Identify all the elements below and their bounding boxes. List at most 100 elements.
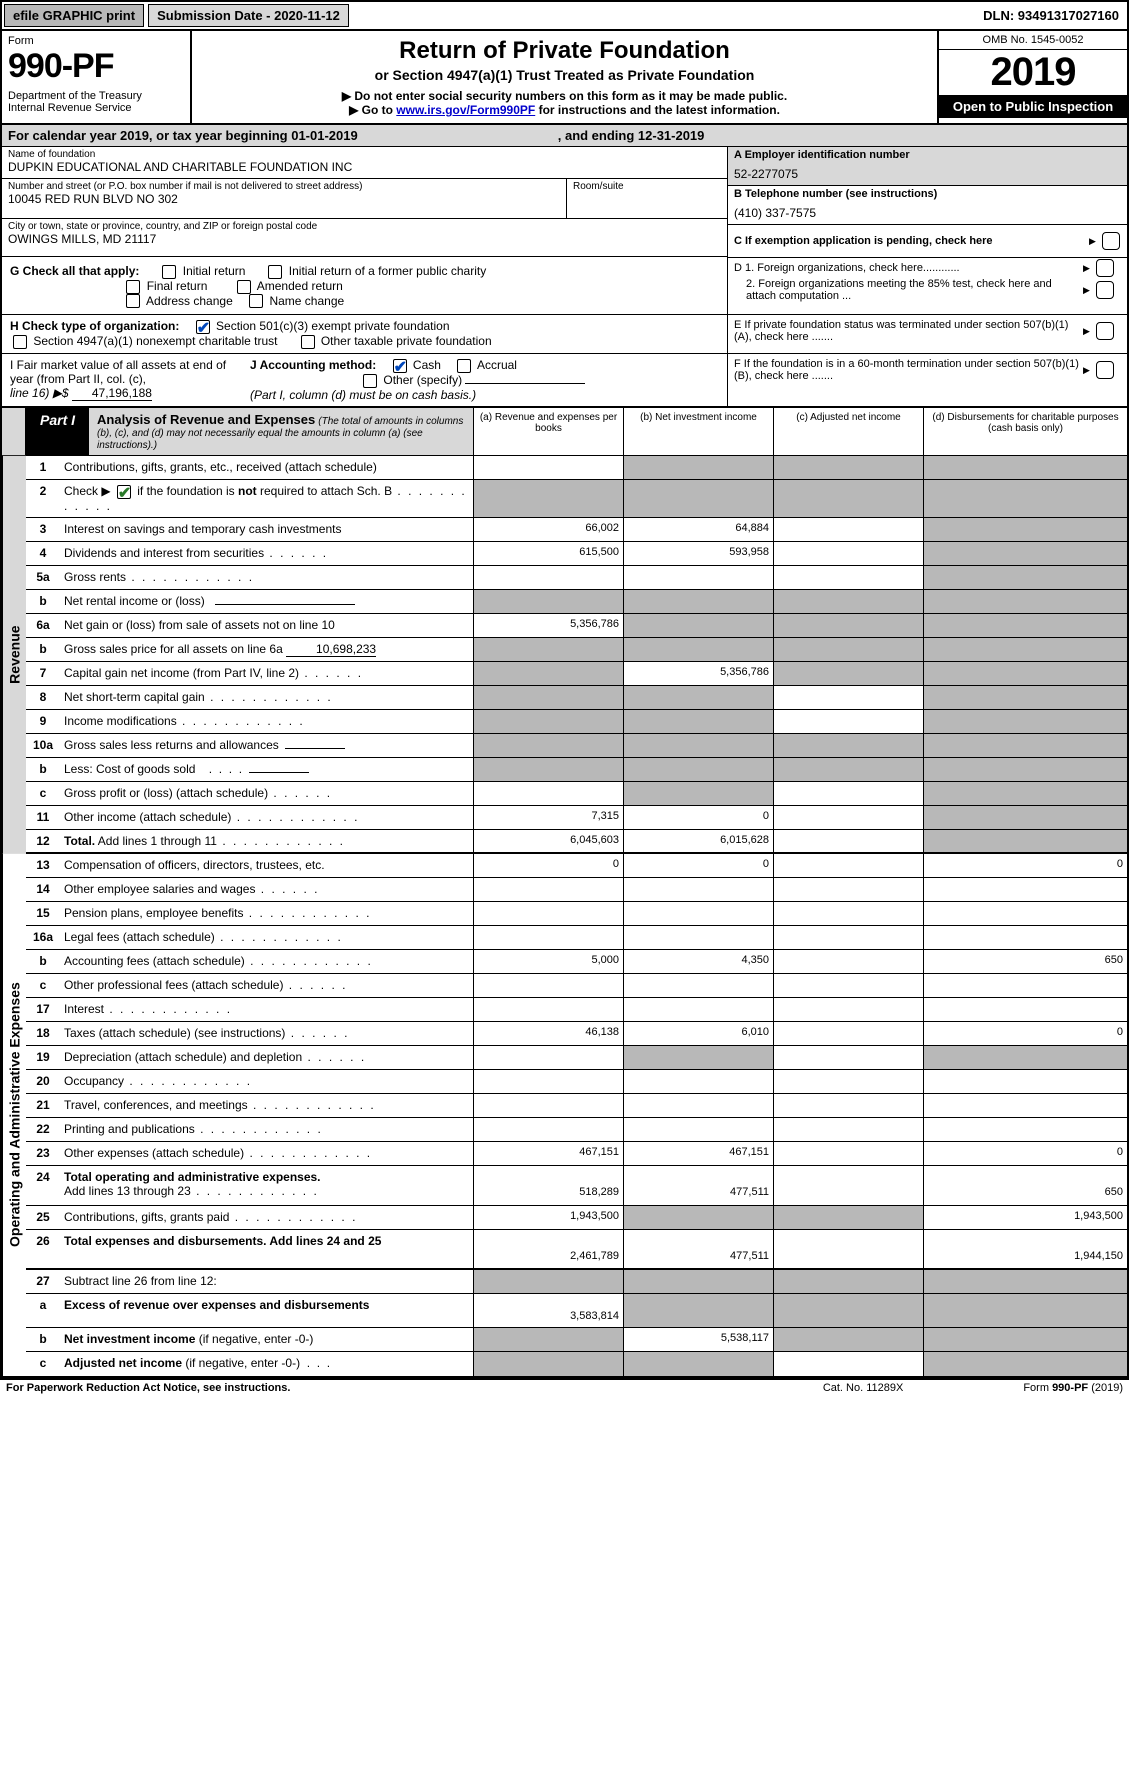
ln-27b-desc: Net investment income (if negative, ente… (60, 1328, 474, 1351)
ln-1-num: 1 (26, 456, 60, 479)
ln-6b-a (474, 638, 624, 661)
col-a-header: (a) Revenue and expenses per books (474, 408, 624, 455)
ln-10a-b (624, 734, 774, 757)
ln-5a-b (624, 566, 774, 589)
j-other-specify[interactable] (465, 383, 585, 384)
d2-checkbox[interactable] (1096, 281, 1114, 299)
g-initial-former-cb[interactable] (268, 265, 282, 279)
ln-10b-c (774, 758, 924, 781)
g-section: G Check all that apply: Initial return I… (2, 258, 727, 314)
h-501c3-cb[interactable] (196, 320, 210, 334)
j-section: J Accounting method: Cash Accrual Other … (240, 358, 719, 402)
ln-10b-num: b (26, 758, 60, 781)
ln-9-num: 9 (26, 710, 60, 733)
ln-24-bold: Total operating and administrative expen… (64, 1170, 321, 1184)
ln-13-desc: Compensation of officers, directors, tru… (60, 854, 474, 877)
header-left: Form 990-PF Department of the Treasury I… (2, 31, 192, 123)
h-4947-cb[interactable] (13, 335, 27, 349)
open-public: Open to Public Inspection (939, 95, 1127, 118)
ln-2-d (924, 480, 1127, 517)
g-initial-return-cb[interactable] (162, 265, 176, 279)
f-checkbox[interactable] (1096, 361, 1114, 379)
col-c-header: (c) Adjusted net income (774, 408, 924, 455)
ln-27-c (774, 1270, 924, 1293)
ln-27a-desc: Excess of revenue over expenses and disb… (60, 1294, 474, 1327)
ln-12-desc: Total. Add lines 1 through 11 (60, 830, 474, 852)
ln-25-b (624, 1206, 774, 1229)
h-other-taxable-cb[interactable] (301, 335, 315, 349)
f-label: F If the foundation is in a 60-month ter… (734, 358, 1079, 382)
ln-19-num: 19 (26, 1046, 60, 1069)
line-18: 18 Taxes (attach schedule) (see instruct… (26, 1022, 1127, 1046)
street-address: 10045 RED RUN BLVD NO 302 (8, 192, 560, 206)
ln-3-desc: Interest on savings and temporary cash i… (60, 518, 474, 541)
foundation-name: DUPKIN EDUCATIONAL AND CHARITABLE FOUNDA… (8, 160, 721, 174)
ln-13-b: 0 (624, 854, 774, 877)
ln-22-d (924, 1118, 1127, 1141)
ln-6a-b (624, 614, 774, 637)
ln-16a-c (774, 926, 924, 949)
ln-6b-c (774, 638, 924, 661)
line-2: 2 Check ▶ if the foundation is not requi… (26, 480, 1127, 518)
ln-17-d (924, 998, 1127, 1021)
ln-10c-a (474, 782, 624, 805)
ln-6b-val: 10,698,233 (286, 642, 376, 657)
ln-24-c (774, 1166, 924, 1205)
line-27b: b Net investment income (if negative, en… (26, 1328, 1127, 1352)
j-other-cb[interactable] (363, 374, 377, 388)
ln-6a-num: 6a (26, 614, 60, 637)
ln-16c-a (474, 974, 624, 997)
g-amended-cb[interactable] (237, 280, 251, 294)
irs-link[interactable]: www.irs.gov/Form990PF (396, 103, 535, 117)
ln-1-desc: Contributions, gifts, grants, etc., rece… (60, 456, 474, 479)
g-opt-4: Address change (146, 294, 233, 308)
note-goto: ▶ Go to www.irs.gov/Form990PF for instru… (202, 103, 927, 117)
ln-7-b: 5,356,786 (624, 662, 774, 685)
line-5a: 5a Gross rents (26, 566, 1127, 590)
form-footer: Form 990-PF (2019) (1023, 1382, 1123, 1394)
ln-5a-d (924, 566, 1127, 589)
ln-6a-d (924, 614, 1127, 637)
arrow-icon (1089, 235, 1096, 247)
ln-17-b (624, 998, 774, 1021)
ln-24-d: 650 (924, 1166, 1127, 1205)
i-label: I Fair market value of all assets at end… (10, 358, 226, 386)
ln-22-c (774, 1118, 924, 1141)
ln-18-d: 0 (924, 1022, 1127, 1045)
g-name-change-cb[interactable] (249, 294, 263, 308)
exemption-pending-cell: C If exemption application is pending, c… (728, 225, 1127, 258)
ln-21-desc: Travel, conferences, and meetings (60, 1094, 474, 1117)
ln-27a-d (924, 1294, 1127, 1327)
ln-27a-num: a (26, 1294, 60, 1327)
g-opt-2: Final return (147, 279, 208, 293)
ln-16b-c (774, 950, 924, 973)
ln-10c-desc: Gross profit or (loss) (attach schedule) (60, 782, 474, 805)
ln-17-num: 17 (26, 998, 60, 1021)
ln-27a-a: 3,583,814 (474, 1294, 624, 1327)
line-13: 13 Compensation of officers, directors, … (26, 854, 1127, 878)
arrow-icon (1083, 262, 1090, 274)
e-checkbox[interactable] (1096, 322, 1114, 340)
j-cash-cb[interactable] (393, 359, 407, 373)
g-address-change-cb[interactable] (126, 294, 140, 308)
ln-18-desc: Taxes (attach schedule) (see instruction… (60, 1022, 474, 1045)
ln-19-a (474, 1046, 624, 1069)
ln-24b-text: Add lines 13 through 23 (64, 1184, 319, 1198)
f-section: F If the foundation is in a 60-month ter… (727, 354, 1127, 406)
ln-21-num: 21 (26, 1094, 60, 1117)
schb-checkbox[interactable] (117, 485, 131, 499)
ln-10a-num: 10a (26, 734, 60, 757)
g-final-return-cb[interactable] (126, 280, 140, 294)
ln-27b-d (924, 1328, 1127, 1351)
j-accrual-cb[interactable] (457, 359, 471, 373)
h-section: H Check type of organization: Section 50… (2, 315, 727, 353)
cat-number: Cat. No. 11289X (823, 1382, 904, 1394)
ln-26-c (774, 1230, 924, 1268)
ln-27b-num: b (26, 1328, 60, 1351)
efile-btn[interactable]: efile GRAPHIC print (4, 4, 144, 27)
c-checkbox[interactable] (1102, 232, 1120, 250)
g-opt-0: Initial return (183, 264, 246, 278)
ln-8-desc: Net short-term capital gain (60, 686, 474, 709)
ln-5b-text: Net rental income or (loss) (64, 594, 205, 608)
d1-checkbox[interactable] (1096, 259, 1114, 277)
